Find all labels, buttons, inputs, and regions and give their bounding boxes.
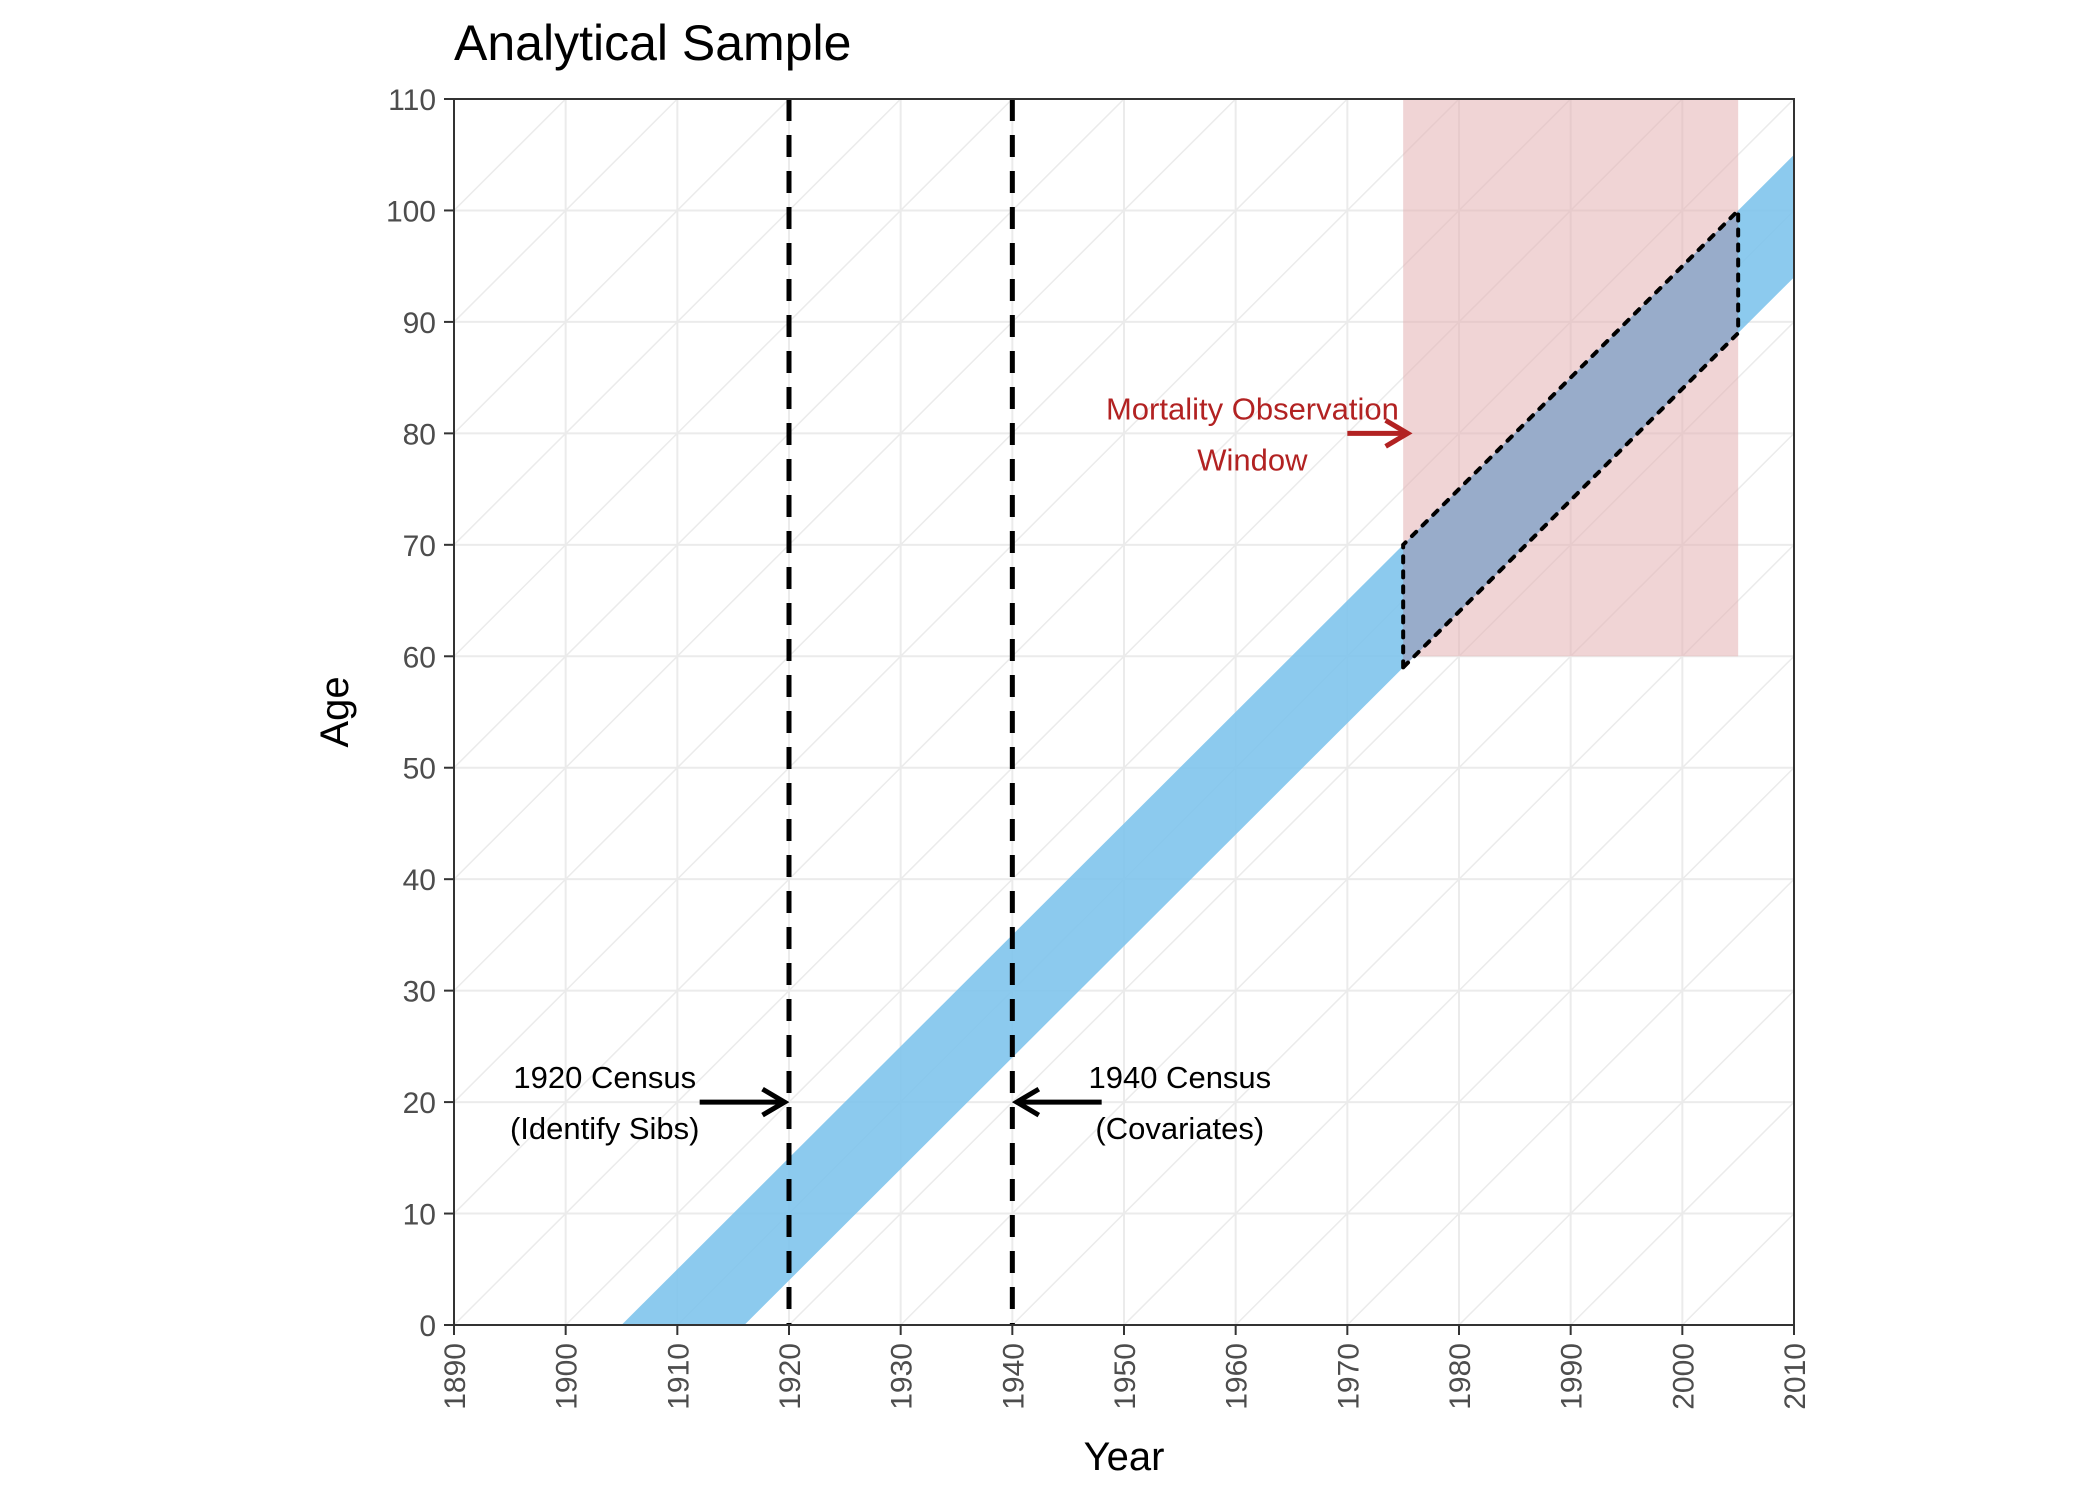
lexis-diagonal-line	[454, 99, 902, 546]
lexis-diagonal-line	[454, 99, 678, 323]
x-tick-label: 1980	[1444, 1343, 1477, 1410]
cohort-band	[621, 154, 1794, 1325]
census-arrow-1920-head	[761, 1086, 790, 1118]
y-tick-label: 80	[403, 418, 436, 451]
lexis-diagonal-line	[454, 99, 1572, 1215]
lexis-diagonal-line	[1123, 655, 1794, 1325]
lexis-diagonal-line	[454, 99, 790, 435]
y-tick-label: 20	[403, 1087, 436, 1120]
x-tick-label: 1960	[1221, 1343, 1254, 1410]
y-tick-label: 30	[403, 976, 436, 1009]
data-layer	[621, 99, 1794, 1325]
y-tick-label: 90	[403, 307, 436, 340]
x-tick-label: 1890	[439, 1343, 472, 1410]
lexis-diagonal-line	[1570, 1101, 1794, 1325]
lexis-diagonal-line	[1346, 878, 1794, 1325]
x-tick-label: 2010	[1779, 1343, 1812, 1410]
lexis-diagonal-line	[788, 320, 1794, 1325]
y-axis-title: Age	[313, 676, 357, 747]
lexis-diagonal-line	[1458, 989, 1794, 1325]
x-tick-label: 1940	[997, 1343, 1030, 1410]
y-tick-label: 100	[386, 195, 436, 228]
x-tick-label: 1900	[551, 1343, 584, 1410]
x-axis-title: Year	[1084, 1435, 1165, 1479]
lexis-diagonal-line	[454, 99, 1013, 658]
y-tick-label: 70	[403, 530, 436, 563]
x-tick-label: 1950	[1109, 1343, 1142, 1410]
census-label-line1: 1940 Census	[1088, 1060, 1271, 1095]
axes: 1890 1900 1910 1920 1930 1940 1950 1960 1970 1980…	[386, 84, 1812, 1410]
lexis-diagonal-line	[1011, 543, 1794, 1325]
x-tick-label: 1920	[774, 1343, 807, 1410]
lexis-diagonal-line	[454, 99, 1237, 881]
lexis-diagonal-line	[454, 99, 567, 212]
mortality-label-line2: Window	[1197, 442, 1308, 477]
y-tick-label: 10	[403, 1199, 436, 1232]
x-tick-label: 1990	[1556, 1343, 1589, 1410]
census-arrow-1920	[699, 1086, 790, 1118]
mortality-label-line1: Mortality Observation	[1106, 391, 1399, 426]
x-tick-label: 1970	[1332, 1343, 1365, 1410]
y-tick-label: 110	[388, 84, 436, 117]
x-tick-label: 1910	[662, 1343, 695, 1410]
lexis-diagonal-line	[900, 432, 1794, 1325]
analytical-sample-region	[1401, 205, 1741, 673]
mortality-window-arrow-head	[1384, 418, 1413, 449]
annotations: 1920 Census (Identify Sibs) 1940 Census (Co…	[510, 391, 1413, 1146]
x-tick-label: 1930	[886, 1343, 919, 1410]
x-tick-label: 2000	[1667, 1343, 1700, 1410]
y-tick-label: 60	[403, 641, 436, 674]
y-tick-label: 50	[403, 753, 436, 786]
y-tick-label: 0	[419, 1310, 436, 1343]
lexis-diagonal-line	[454, 99, 1125, 769]
lexis-diagonal-line	[454, 99, 1460, 1104]
y-tick-label: 40	[403, 864, 436, 897]
mortality-window-arrow	[1347, 418, 1413, 449]
census-arrow-1940	[1011, 1086, 1102, 1118]
lexis-diagonal-line	[454, 99, 1348, 992]
census-label-line2: (Covariates)	[1095, 1111, 1264, 1146]
lexis-diagonal-line	[1793, 1323, 1794, 1325]
census-arrow-1940-head	[1011, 1086, 1041, 1118]
lexis-diagonal-line	[454, 99, 455, 101]
chart-title: Analytical Sample	[454, 15, 851, 71]
lexis-diagonal-line	[1235, 766, 1794, 1325]
census-label-line2: (Identify Sibs)	[510, 1111, 700, 1146]
census-label-line1: 1920 Census	[513, 1060, 696, 1095]
